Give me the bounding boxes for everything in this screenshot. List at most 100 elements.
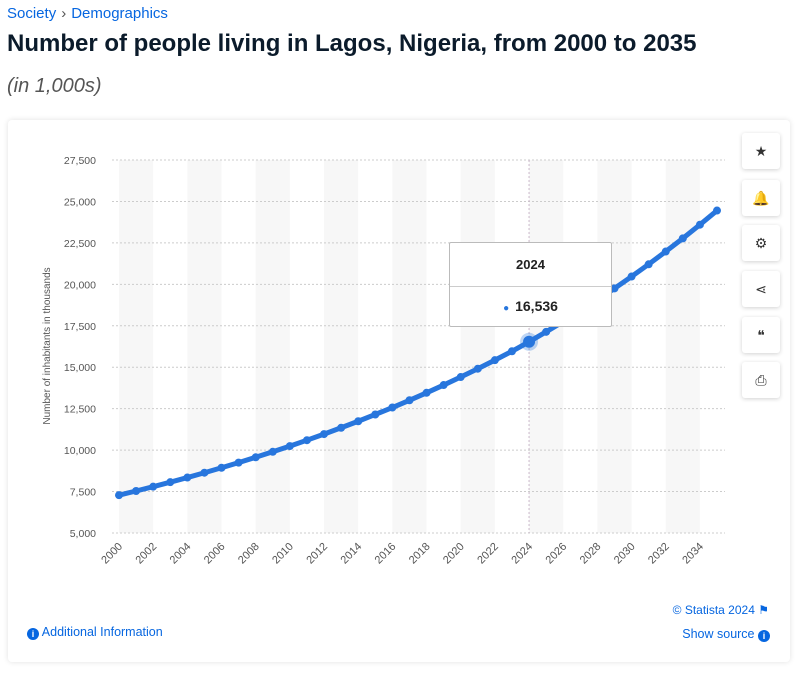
bell-button[interactable]: 🔔 (742, 180, 780, 216)
y-tick-label: 7,500 (70, 487, 96, 499)
x-tick-label: 2024 (509, 541, 535, 567)
data-point (713, 206, 721, 215)
tooltip-year: 2024 (450, 243, 611, 287)
data-point (439, 381, 448, 390)
y-tick-label: 17,500 (64, 321, 96, 333)
data-point (183, 473, 192, 482)
show-source-link[interactable]: Show source i (682, 627, 770, 642)
data-point (456, 373, 465, 382)
grid-band (460, 160, 495, 533)
star-icon: ★ (754, 142, 768, 159)
grid-band (529, 160, 564, 533)
y-tick-label: 5,000 (70, 528, 96, 540)
grid-band (597, 160, 632, 533)
tooltip-value: ● 16,536 (450, 287, 611, 328)
x-tick-label: 2030 (612, 541, 638, 567)
quote-icon: ❝ (757, 326, 765, 343)
data-point (302, 436, 311, 445)
data-point (285, 442, 294, 451)
series-dot-icon: ● (503, 303, 510, 314)
data-point (507, 347, 516, 356)
x-tick-label: 2002 (133, 541, 159, 567)
share-icon: ⋖ (755, 280, 767, 297)
flag-icon: ⚑ (758, 603, 769, 617)
print-icon: ⎙ (755, 371, 767, 388)
y-tick-label: 22,500 (64, 238, 96, 250)
data-point (405, 396, 414, 405)
data-point (217, 463, 226, 472)
data-point (251, 453, 260, 462)
data-point (661, 247, 670, 256)
data-point (354, 417, 363, 426)
print-button[interactable]: ⎙ (742, 362, 780, 398)
x-tick-label: 2004 (168, 541, 194, 567)
gear-icon: ⚙ (754, 234, 768, 251)
additional-information-link[interactable]: i Additional Information (27, 625, 163, 640)
y-tick-label: 27,500 (64, 155, 96, 167)
x-tick-label: 2000 (99, 541, 125, 567)
data-point (371, 410, 380, 419)
data-point (200, 468, 209, 477)
info-icon: i (758, 630, 770, 642)
gear-button[interactable]: ⚙ (742, 225, 780, 261)
data-point (542, 327, 551, 336)
data-point (388, 403, 397, 412)
copyright[interactable]: © Statista 2024 ⚑ (673, 603, 769, 617)
copyright-text: © Statista 2024 (672, 603, 755, 617)
grid-band (392, 160, 427, 533)
y-tick-label: 20,000 (64, 279, 96, 291)
data-point (132, 486, 141, 495)
x-tick-label: 2018 (407, 541, 433, 567)
y-axis-label: Number of inhabitants in thousands (42, 267, 53, 424)
data-point (473, 364, 482, 373)
breadcrumb-society[interactable]: Society (7, 5, 57, 22)
x-tick-label: 2028 (578, 541, 604, 567)
data-point (268, 447, 277, 456)
data-point (644, 260, 653, 269)
quote-button[interactable]: ❝ (742, 317, 780, 353)
additional-information-text: Additional Information (41, 625, 163, 639)
y-tick-label: 12,500 (64, 404, 96, 416)
x-tick-label: 2026 (544, 541, 570, 567)
data-point (610, 284, 619, 293)
data-point (490, 356, 499, 365)
share-button[interactable]: ⋖ (742, 271, 780, 307)
x-tick-label: 2034 (680, 541, 706, 567)
grid-band (665, 160, 700, 533)
data-point (337, 423, 346, 432)
x-tick-label: 2022 (475, 541, 501, 567)
x-tick-label: 2012 (304, 541, 330, 567)
x-tick-label: 2010 (270, 541, 296, 567)
star-button[interactable]: ★ (742, 133, 780, 169)
x-tick-label: 2016 (373, 541, 399, 567)
data-point (627, 272, 636, 281)
y-tick-label: 25,000 (64, 196, 96, 208)
show-source-text: Show source (682, 627, 755, 641)
x-tick-label: 2014 (339, 541, 365, 567)
data-point (678, 234, 687, 243)
x-tick-label: 2020 (441, 541, 467, 567)
breadcrumb: Society › Demographics (7, 5, 168, 22)
grid-band (255, 160, 290, 533)
data-point (320, 430, 329, 439)
y-tick-label: 15,000 (64, 362, 96, 374)
data-point (234, 458, 243, 467)
data-point (115, 491, 123, 500)
data-point (523, 335, 536, 348)
breadcrumb-demographics[interactable]: Demographics (71, 5, 168, 22)
page-title: Number of people living in Lagos, Nigeri… (7, 30, 697, 57)
info-icon: i (27, 628, 39, 640)
grid-band (324, 160, 359, 533)
data-point (695, 220, 704, 229)
page-subtitle: (in 1,000s) (7, 75, 102, 97)
chart-tooltip: 2024 ● 16,536 (449, 242, 612, 327)
x-tick-label: 2006 (202, 541, 228, 567)
data-point (166, 478, 175, 487)
data-point (149, 482, 158, 491)
y-tick-label: 10,000 (64, 445, 96, 457)
grid-band (119, 160, 154, 533)
chevron-right-icon: › (61, 5, 67, 22)
tooltip-value-text: 16,536 (515, 298, 558, 314)
data-point (422, 388, 431, 397)
